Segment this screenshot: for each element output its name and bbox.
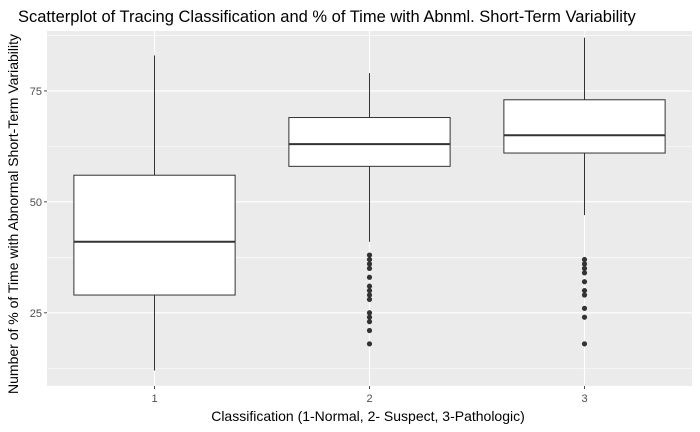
outlier-point xyxy=(366,256,373,263)
x-tick-label: 1 xyxy=(151,393,157,405)
outlier-point xyxy=(581,292,588,298)
box-iqr xyxy=(503,99,666,154)
outlier-point xyxy=(366,252,373,258)
outlier-point xyxy=(581,265,588,272)
outlier-point xyxy=(366,292,373,298)
x-axis-title: Classification (1-Normal, 2- Suspect, 3-… xyxy=(211,408,525,424)
outlier-point xyxy=(366,265,373,272)
outlier-point xyxy=(581,279,588,285)
x-tick-label: 3 xyxy=(581,393,587,405)
outlier-point xyxy=(366,287,373,294)
outlier-point xyxy=(581,341,588,347)
chart-title: Scatterplot of Tracing Classification an… xyxy=(18,8,637,26)
outlier-point xyxy=(581,256,588,263)
y-tick-label: 25 xyxy=(30,308,42,320)
x-tick-label: 2 xyxy=(366,393,372,405)
outlier-point xyxy=(581,261,588,267)
outlier-point xyxy=(581,287,588,294)
outlier-point xyxy=(366,283,373,289)
outlier-point xyxy=(366,319,373,325)
box-iqr xyxy=(288,117,451,167)
outlier-point xyxy=(366,341,373,347)
box-group-3 xyxy=(503,37,666,347)
y-tick-label: 50 xyxy=(30,197,42,209)
y-tick-label: 75 xyxy=(30,86,42,98)
outlier-point xyxy=(366,296,373,303)
x-axis: 1 2 3 xyxy=(151,386,588,405)
y-axis-title: Number of % of Time with Abnormal Short-… xyxy=(5,34,21,394)
outlier-point xyxy=(366,261,373,267)
outlier-point xyxy=(366,327,373,334)
outlier-point xyxy=(581,270,588,276)
outlier-point xyxy=(366,274,373,280)
box-group-1 xyxy=(73,55,236,371)
boxes xyxy=(73,37,666,371)
outlier-point xyxy=(366,314,373,320)
box-iqr xyxy=(73,174,236,296)
box-group-2 xyxy=(288,73,451,347)
outlier-point xyxy=(581,314,588,320)
outlier-point xyxy=(366,310,373,316)
y-axis: 25 50 75 xyxy=(30,86,47,320)
outlier-point xyxy=(581,305,588,311)
